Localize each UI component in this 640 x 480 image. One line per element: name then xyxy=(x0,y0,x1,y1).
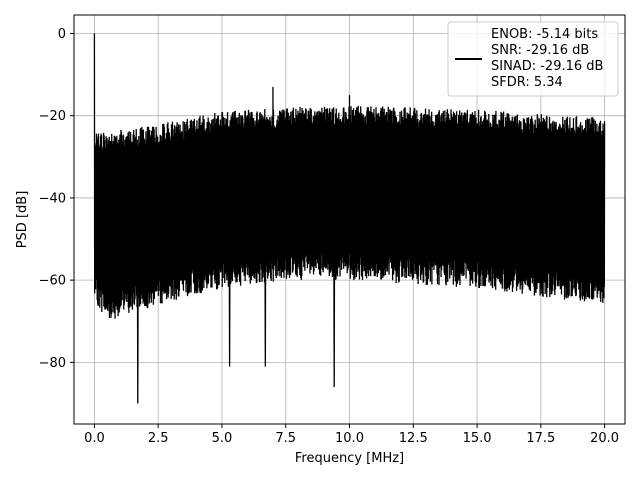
legend: ENOB: -5.14 bits SNR: -29.16 dB SINAD: -… xyxy=(447,21,619,97)
x-tick-label: 17.5 xyxy=(526,431,555,446)
y-tick-label: −60 xyxy=(39,274,66,289)
y-tick-label: −40 xyxy=(39,191,66,206)
psd-line xyxy=(93,33,606,404)
y-tick-label: 0 xyxy=(58,27,66,42)
x-tick-label: 0.0 xyxy=(84,431,105,446)
x-tick-label: 7.5 xyxy=(275,431,296,446)
legend-line-enob: ENOB: -5.14 bits xyxy=(491,27,598,42)
y-tick-label: −20 xyxy=(39,109,66,124)
x-tick-label: 5.0 xyxy=(212,431,233,446)
y-axis-ticks: 0 −20 −40 −60 −80 xyxy=(39,27,74,371)
legend-box xyxy=(447,21,619,97)
x-axis-label: Frequency [MHz] xyxy=(295,451,404,466)
x-tick-label: 12.5 xyxy=(399,431,428,446)
legend-line-snr: SNR: -29.16 dB xyxy=(491,43,589,58)
x-axis-ticks: 0.0 2.5 5.0 7.5 10.0 12.5 15.0 17.5 20.0 xyxy=(84,424,619,446)
y-tick-label: −80 xyxy=(39,356,66,371)
x-tick-label: 20.0 xyxy=(590,431,619,446)
legend-line-sfdr: SFDR: 5.34 xyxy=(491,75,563,90)
legend-line-sinad: SINAD: -29.16 dB xyxy=(491,59,603,74)
psd-series xyxy=(93,33,606,404)
x-tick-label: 15.0 xyxy=(463,431,492,446)
x-tick-label: 10.0 xyxy=(335,431,364,446)
y-axis-label: PSD [dB] xyxy=(15,191,30,249)
x-tick-label: 2.5 xyxy=(148,431,169,446)
